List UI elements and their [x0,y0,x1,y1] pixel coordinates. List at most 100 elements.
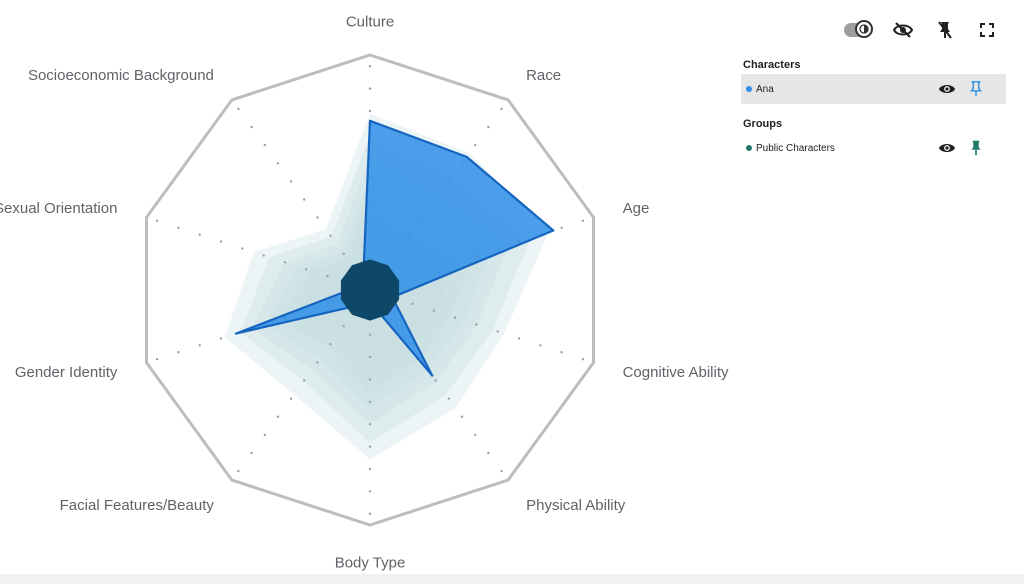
eye-icon[interactable] [938,81,956,97]
spoke-dot [155,358,159,361]
radar-chart-area: Culture Race Age Cognitive Ability Physical … [0,14,729,572]
spoke-dot [368,333,372,336]
spoke-dot [241,247,244,250]
spoke-dot [453,316,457,319]
spoke-dot [177,351,180,354]
spoke-dot [500,107,503,111]
spoke-dot [316,216,319,219]
spoke-dot [304,268,308,271]
axis-label: Body Type [335,555,406,572]
spoke-dot [368,512,372,515]
spoke-dot [368,109,372,113]
series-public-characters [340,259,400,321]
spoke-dot [198,233,201,236]
unpin-all-button[interactable] [932,18,958,42]
pin-off-icon [938,21,952,39]
spoke-dot [517,337,521,340]
contrast-toggle[interactable] [844,18,873,42]
spoke-dot [539,344,542,347]
fullscreen-icon [980,23,994,37]
eye-icon[interactable] [938,140,956,156]
spoke-dot [198,344,201,347]
spoke-dot [316,361,319,364]
pin-outline-icon[interactable] [969,80,983,98]
spoke-dot [155,219,159,222]
spoke-dot [329,234,332,237]
spoke-dot [581,358,585,361]
toolbar [836,18,1006,42]
pin-filled-icon[interactable] [969,139,983,157]
axis-label: Socioeconomic Background [28,67,214,84]
spoke-dot [276,415,280,418]
spoke-dot [237,469,240,473]
characters-title: Characters [743,59,801,71]
spoke-dot [262,254,265,257]
spoke-dot [368,423,372,426]
spoke-dot [432,309,436,312]
spoke-dot [460,415,464,418]
spoke-dot [487,125,490,129]
spoke-dot [368,490,372,493]
spoke-dot [289,180,293,183]
spoke-dot [560,351,563,354]
spoke-dot [342,252,345,255]
spoke-dot [263,143,266,147]
contrast-toggle-icon [844,20,873,38]
spoke-dot [219,240,223,243]
spoke-dot [411,302,414,305]
spoke-dot [276,162,280,165]
character-name: Ana [756,83,774,95]
spoke-dot [560,226,563,229]
spoke-dot [474,143,477,147]
axis-label: Facial Features/Beauty [60,497,215,514]
spoke-dot [487,451,490,455]
radar-chart: Culture Race Age Cognitive Ability Physical … [0,14,729,572]
spoke-dot [368,65,372,68]
spoke-dot [500,469,503,473]
spoke-dot [474,433,477,437]
spoke-dot [368,355,372,359]
spoke-dot [250,451,253,455]
spoke-dot [368,445,372,448]
legend-panel: Characters Ana Groups Public Characters [741,56,1006,163]
spoke-dot [263,433,266,437]
axis-label: Sexual Orientation [0,200,117,217]
axis-label: Physical Ability [526,497,626,514]
spoke-dot [326,275,329,278]
spoke-dot [283,261,287,264]
spoke-dot [177,226,180,229]
spoke-dot [303,198,306,201]
axis-label: Gender Identity [15,364,118,381]
spoke-dot [237,107,240,111]
axis-label: Culture [346,14,394,31]
spoke-dot [289,397,293,400]
spoke-dot [475,323,478,326]
group-name: Public Characters [756,142,835,154]
spoke-dot [368,467,372,471]
spoke-dot [303,379,306,382]
spoke-dot [329,343,332,346]
bottom-bar [0,574,1024,584]
spoke-dot [447,397,451,400]
spoke-dot [368,400,372,404]
spoke-dot [496,330,499,333]
axis-label: Race [526,67,561,84]
radar-frame [145,53,595,527]
spoke-dot [368,378,372,381]
spoke-dot [250,125,253,129]
series-color-dot [746,145,752,151]
spoke-dot [368,87,372,90]
group-row-public-characters[interactable]: Public Characters [741,133,1006,163]
fullscreen-button[interactable] [974,18,1000,42]
groups-title: Groups [743,118,783,130]
axis-label: Age [623,200,650,217]
hide-all-button[interactable] [890,18,916,42]
eye-off-icon [893,22,913,38]
series-color-dot [746,86,752,92]
character-row-ana[interactable]: Ana [741,74,1006,104]
axis-label: Cognitive Ability [623,364,729,381]
spoke-dot [219,337,223,340]
spoke-dot [434,379,437,382]
spoke-dot [342,325,345,328]
spoke-dot [581,219,585,222]
